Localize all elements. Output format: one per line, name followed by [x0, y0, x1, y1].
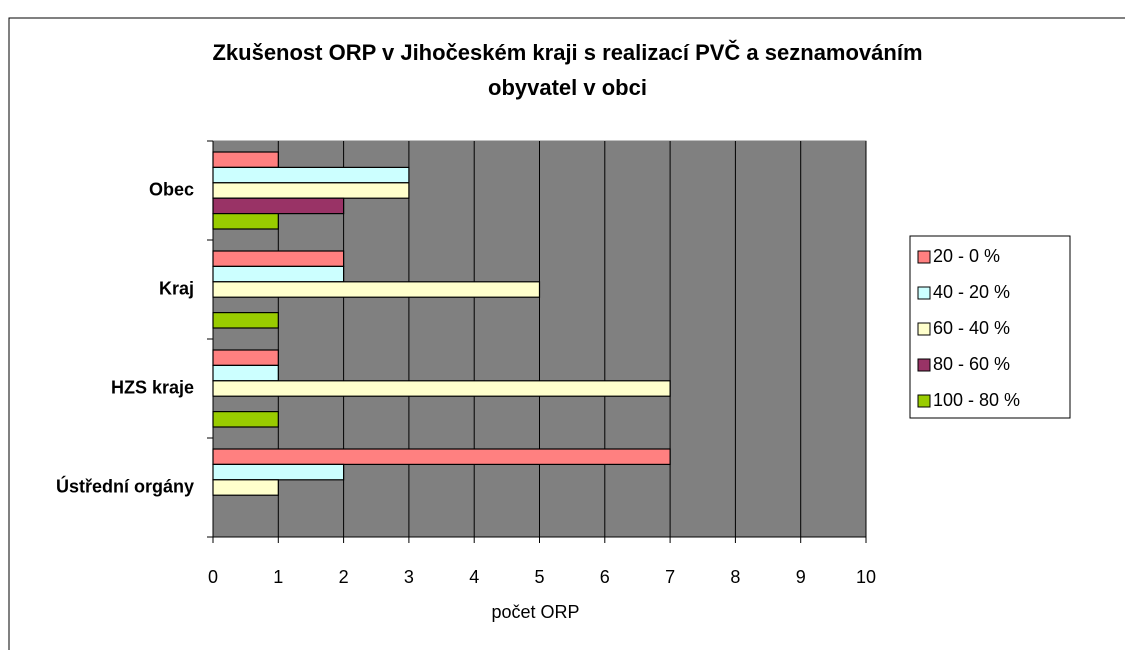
- bar: [212, 380, 671, 397]
- legend-swatch: [917, 394, 931, 408]
- bar: [212, 213, 279, 230]
- bar: [212, 250, 345, 267]
- x-tick-label: 8: [730, 567, 740, 587]
- x-tick-label: 4: [469, 567, 479, 587]
- bar: [212, 479, 279, 496]
- legend-swatch: [917, 250, 931, 264]
- bar: [212, 197, 345, 215]
- x-tick-label: 5: [534, 567, 544, 587]
- y-tick-label: Ústřední orgány: [56, 475, 194, 496]
- legend-swatch: [917, 358, 931, 372]
- bar: [212, 312, 279, 329]
- x-tick-label: 9: [796, 567, 806, 587]
- x-tick-label: 7: [665, 567, 675, 587]
- bar: [212, 151, 279, 168]
- x-tick-label: 6: [600, 567, 610, 587]
- legend-swatch: [917, 322, 931, 336]
- bar: [212, 411, 279, 428]
- y-tick-label: HZS kraje: [111, 377, 194, 397]
- bar: [212, 265, 345, 283]
- x-tick-label: 3: [404, 567, 414, 587]
- y-tick-label: Kraj: [159, 278, 194, 298]
- bar: [212, 166, 410, 184]
- x-tick-label: 1: [273, 567, 283, 587]
- bar: [212, 349, 279, 366]
- legend-label: 20 - 0 %: [933, 246, 1000, 266]
- bar: [212, 182, 410, 199]
- x-tick-label: 2: [339, 567, 349, 587]
- y-tick-label: Obec: [149, 179, 194, 199]
- legend-label: 40 - 20 %: [933, 282, 1010, 302]
- x-tick-label: 10: [856, 567, 876, 587]
- bar: [212, 448, 671, 465]
- x-axis-label: počet ORP: [491, 602, 579, 622]
- legend: [909, 235, 1071, 419]
- chart-frame: [8, 17, 1125, 650]
- bar: [212, 463, 345, 481]
- legend-label: 60 - 40 %: [933, 318, 1010, 338]
- bar: [212, 281, 541, 298]
- legend-swatch: [917, 286, 931, 300]
- bar: [212, 364, 279, 382]
- legend-label: 80 - 60 %: [933, 354, 1010, 374]
- x-tick-label: 0: [208, 567, 218, 587]
- legend-label: 100 - 80 %: [933, 390, 1020, 410]
- chart-title: Zkušenost ORP v Jihočeském kraji s reali…: [212, 40, 923, 100]
